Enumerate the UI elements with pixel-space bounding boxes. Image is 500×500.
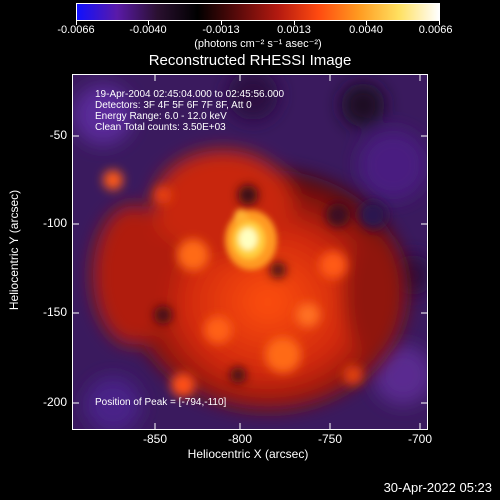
colorbar-tick-mark — [76, 21, 77, 25]
colorbar-tick-label: -0.0013 — [202, 24, 240, 36]
colorbar — [76, 3, 440, 21]
peak-position-text: Position of Peak = [-794,-110] — [95, 397, 227, 408]
y-axis-label: Heliocentric Y (arcsec) — [7, 189, 21, 311]
colorbar-tick-label: 0.0040 — [349, 24, 383, 36]
x-axis-label: Heliocentric X (arcsec) — [187, 447, 309, 461]
y-tick-label: -100 — [42, 216, 67, 230]
colorbar-units: (photons cm⁻² s⁻¹ asec⁻²) — [194, 38, 322, 50]
clean-counts-text: Clean Total counts: 3.50E+03 — [95, 122, 226, 133]
image-plot: 19-Apr-2004 02:45:04.000 to 02:45:56.000… — [72, 74, 428, 430]
plot-timestamp: 30-Apr-2022 05:23 — [383, 480, 492, 495]
time-range-text: 19-Apr-2004 02:45:04.000 to 02:45:56.000 — [95, 89, 285, 100]
x-tick-label: -700 — [407, 432, 433, 446]
x-tick-label: -800 — [227, 432, 253, 446]
colorbar-tick-label: 0.0013 — [277, 24, 311, 36]
emission-structure — [103, 170, 387, 397]
y-tick-label: -200 — [42, 395, 67, 409]
colorbar-tick-label: 0.0066 — [418, 24, 453, 36]
colorbar-tick-mark — [148, 21, 149, 25]
colorbar-tick-mark — [439, 21, 440, 25]
flare-peak — [225, 209, 277, 270]
x-tick-label: -750 — [317, 432, 343, 446]
colorbar-tick-label: -0.0066 — [57, 24, 95, 36]
energy-range-text: Energy Range: 6.0 - 12.0 keV — [95, 111, 227, 122]
y-tick-label: -150 — [42, 305, 67, 319]
rhessi-image — [73, 75, 427, 429]
y-tick-label: -50 — [49, 128, 67, 142]
colorbar-tick-mark — [294, 21, 295, 25]
colorbar-tick-mark — [221, 21, 222, 25]
background-noise — [73, 75, 427, 429]
colorbar-tick-label: -0.0040 — [129, 24, 167, 36]
colorbar-tick-mark — [366, 21, 367, 25]
detectors-text: Detectors: 3F 4F 5F 6F 7F 8F, Att 0 — [95, 100, 252, 111]
plot-title: Reconstructed RHESSI Image — [148, 52, 352, 69]
x-tick-label: -850 — [142, 432, 168, 446]
